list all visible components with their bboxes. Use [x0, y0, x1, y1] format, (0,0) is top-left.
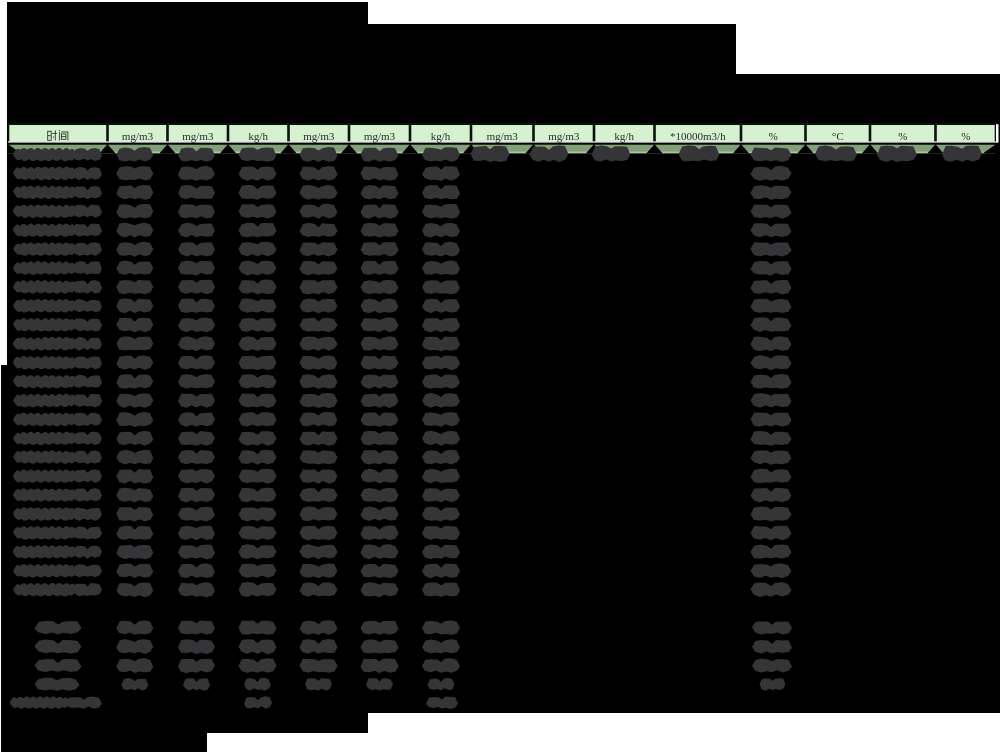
svg-text:*10000m3/h: *10000m3/h [670, 131, 726, 143]
svg-text:mg/m3: mg/m3 [548, 131, 580, 143]
svg-text:%: % [961, 131, 970, 143]
svg-text:%: % [769, 131, 778, 143]
svg-text:kg/h: kg/h [248, 131, 268, 143]
svg-text:kg/h: kg/h [431, 131, 451, 143]
svg-text:%: % [898, 131, 907, 143]
svg-text:kg/h: kg/h [614, 131, 634, 143]
svg-text:mg/m3: mg/m3 [364, 131, 396, 143]
svg-text:mg/m3: mg/m3 [182, 131, 214, 143]
svg-text:°C: °C [832, 131, 844, 143]
svg-text:mg/m3: mg/m3 [487, 131, 519, 143]
svg-text:mg/m3: mg/m3 [122, 131, 154, 143]
svg-text:mg/m3: mg/m3 [303, 131, 335, 143]
